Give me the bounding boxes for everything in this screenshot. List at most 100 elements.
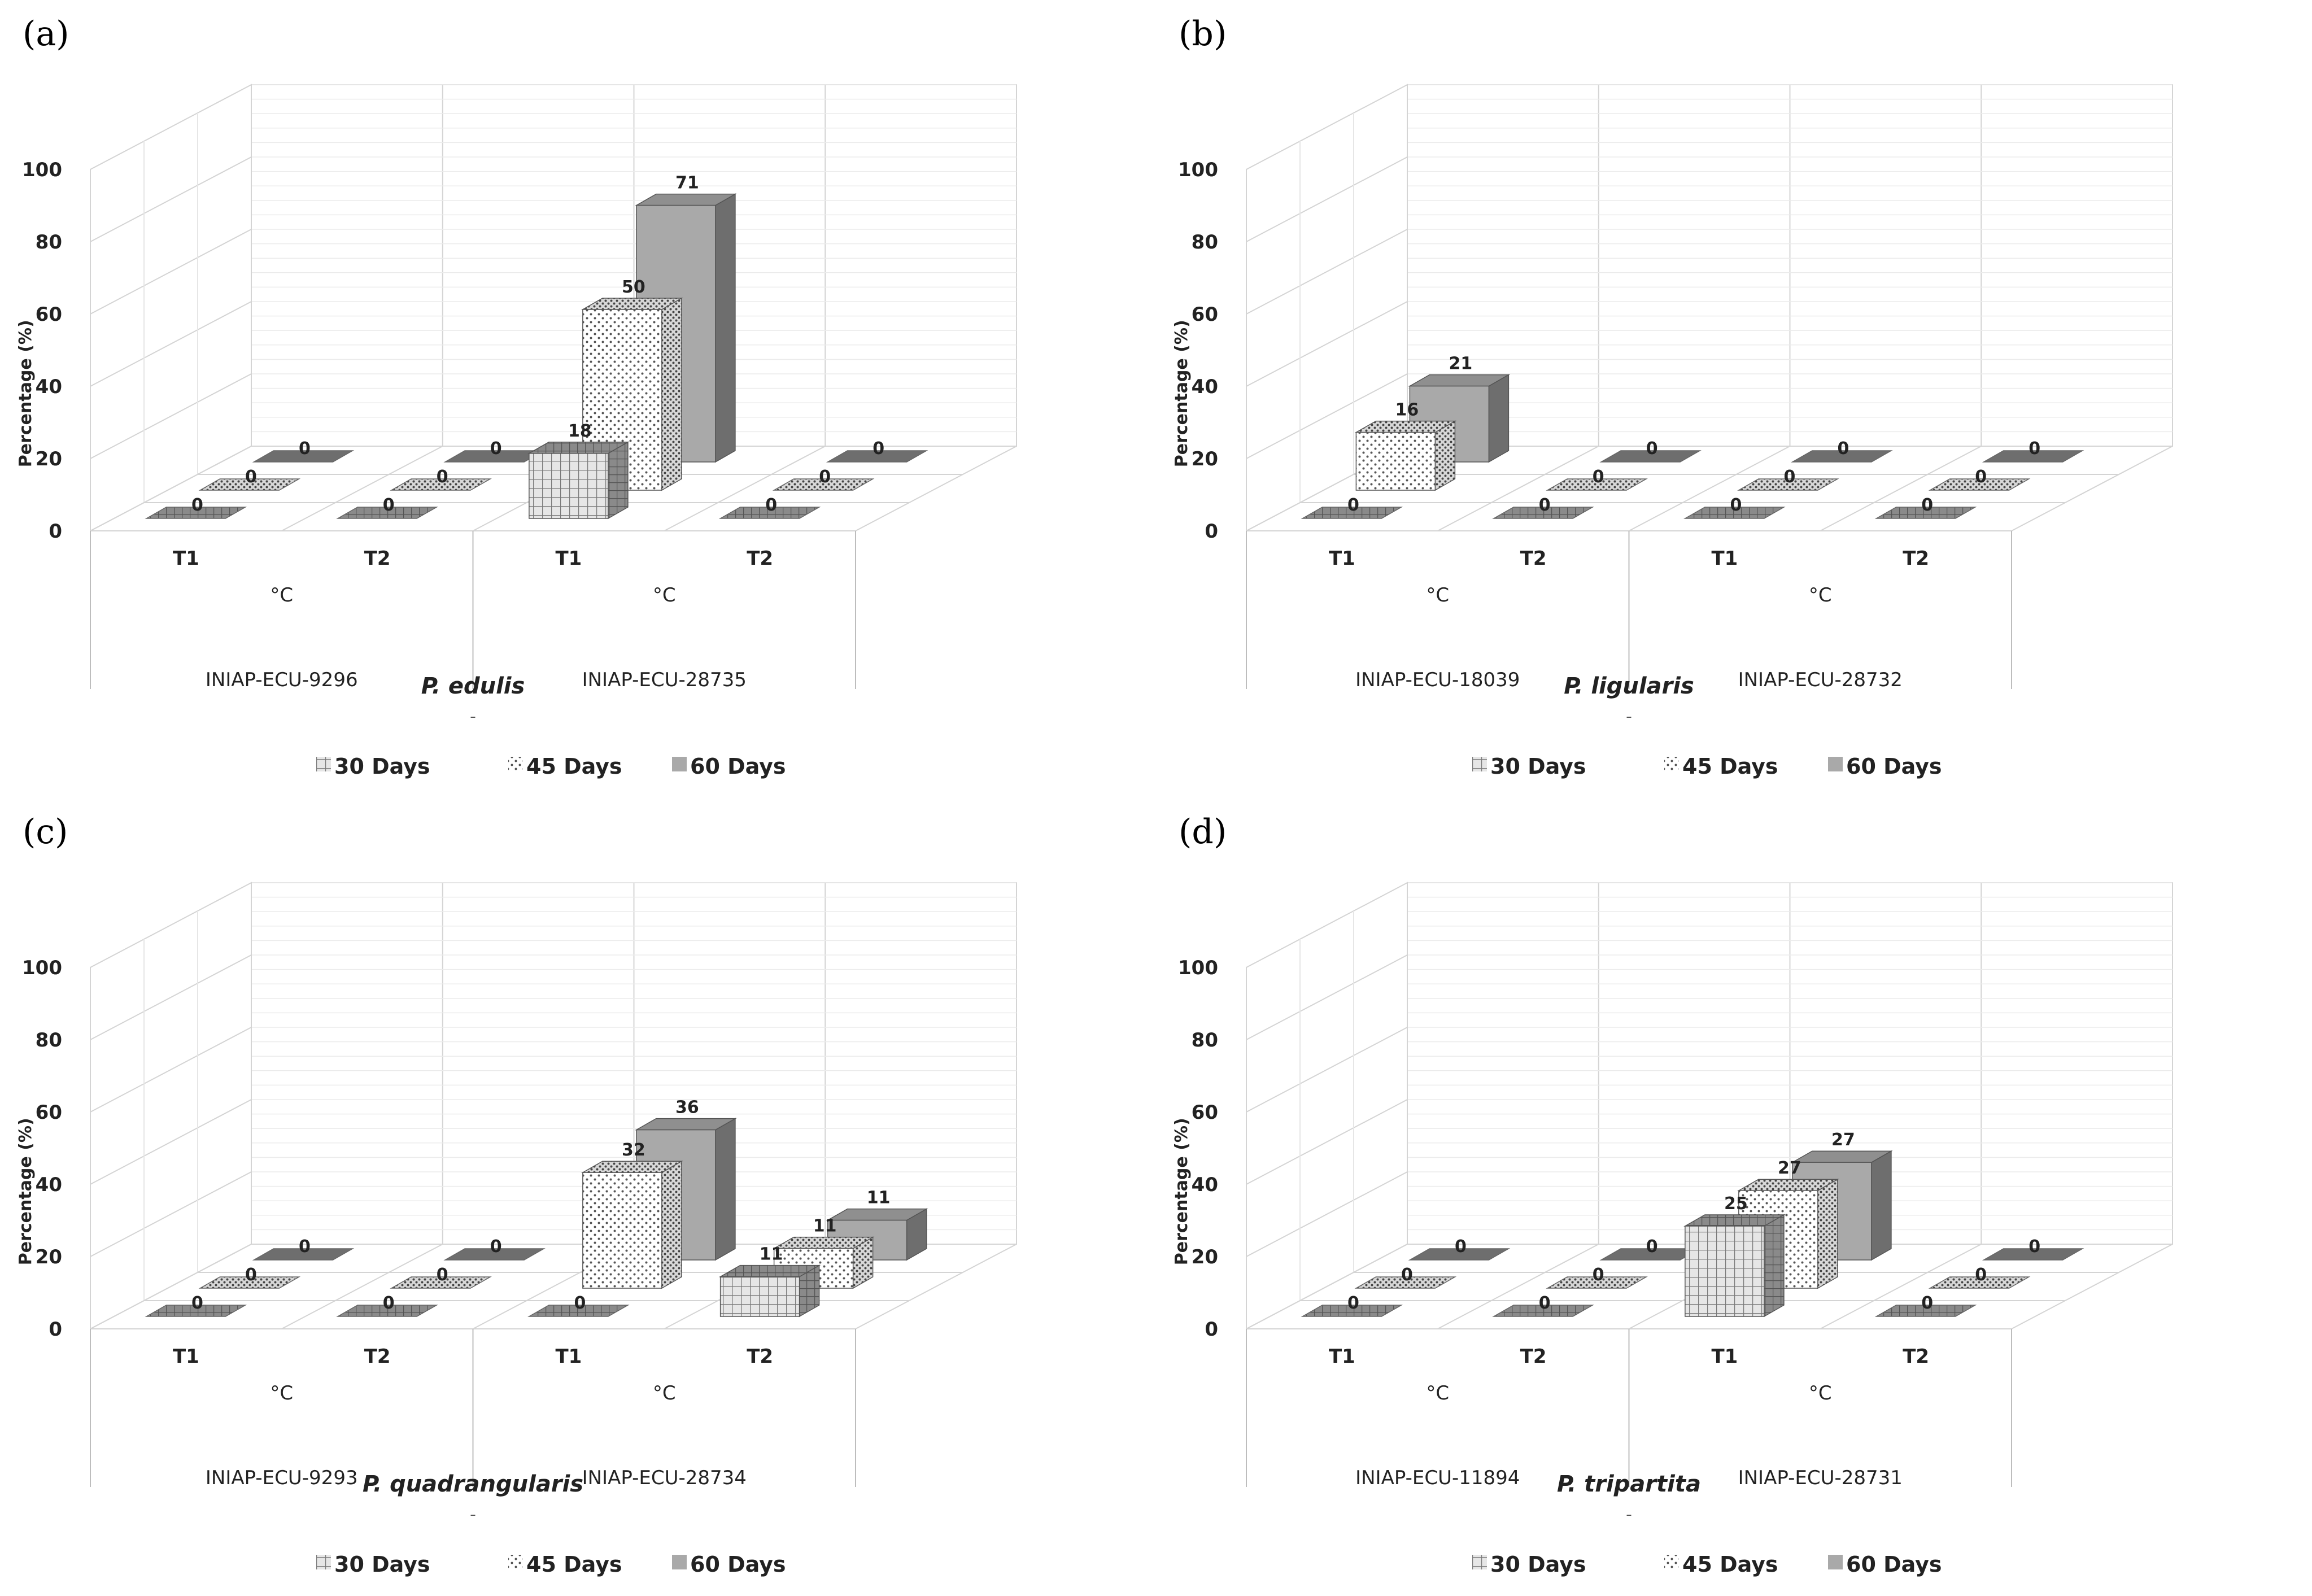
- flat-tile: [1408, 1248, 1511, 1261]
- legend-swatch: [316, 1555, 331, 1569]
- data-label: 0: [2029, 1237, 2040, 1257]
- bar-2-0: 0: [1408, 1237, 1511, 1261]
- bar-1-2: 0: [1737, 467, 1839, 491]
- legend-swatch: [672, 757, 687, 771]
- bar-0-2: 0: [1683, 495, 1786, 519]
- chart-panel-a: (a) 0 20 40 60 80 100 Percentage (%) 0 0 71 0 0 0 50 0 0…: [0, 0, 1156, 798]
- y-tick-label: 20: [1192, 448, 1218, 470]
- category-axis: T1 T2 T1 T2 °C INIAP-ECU-9293 °C INIAP-ECU-2873…: [90, 1329, 856, 1489]
- bar-0-1: 0: [336, 495, 438, 519]
- accession-label: INIAP-ECU-28731: [1738, 1467, 1903, 1489]
- data-label: 0: [1539, 1293, 1551, 1313]
- category-label: T1: [1329, 1345, 1355, 1368]
- data-label: 0: [2029, 439, 2040, 459]
- bar-2-0: 0: [252, 1237, 355, 1261]
- panel-label: (c): [23, 812, 68, 852]
- unit-label: °C: [1426, 584, 1449, 607]
- flat-tile: [1874, 507, 1977, 519]
- bar-front: [529, 453, 609, 519]
- bar-1-3: 0: [772, 467, 875, 491]
- legend-label: 30 Days: [334, 754, 430, 779]
- bar-side: [661, 297, 682, 491]
- data-label: 0: [1401, 1265, 1413, 1285]
- flat-tile: [527, 1305, 630, 1317]
- accession-label: INIAP-ECU-9293: [206, 1467, 358, 1489]
- legend-swatch: [672, 1555, 687, 1569]
- bar-0-1: 0: [336, 1293, 438, 1317]
- legend-label: 45 Days: [1682, 754, 1778, 779]
- legend-label: 45 Days: [526, 1552, 622, 1577]
- legend-swatch: [1828, 757, 1843, 771]
- y-tick-label: 0: [1205, 520, 1218, 543]
- bar-front: [1355, 431, 1436, 491]
- category-label: T1: [1711, 1345, 1738, 1368]
- accession-label: INIAP-ECU-28734: [582, 1467, 747, 1489]
- y-tick-label: 60: [36, 303, 62, 326]
- flat-tile: [1928, 1276, 2031, 1289]
- data-label: 0: [873, 439, 884, 459]
- bar-0-3: 0: [718, 495, 821, 519]
- data-label: 0: [299, 1237, 311, 1257]
- data-label: 0: [1975, 1265, 1987, 1285]
- data-label: 0: [765, 495, 777, 515]
- unit-label: °C: [1809, 1382, 1832, 1405]
- bar-2-3: 0: [1982, 1237, 2084, 1261]
- bar-side: [1434, 420, 1456, 491]
- data-label: 0: [383, 1293, 395, 1313]
- data-label: 0: [1730, 495, 1742, 515]
- bar-1-1: 0: [1546, 467, 1648, 491]
- data-label: 0: [1646, 1237, 1658, 1257]
- y-tick-label: 40: [36, 1174, 62, 1196]
- data-label: 11: [813, 1216, 837, 1236]
- data-label: 0: [490, 439, 502, 459]
- flat-tile: [198, 1276, 301, 1289]
- bar-0-1: 0: [1492, 1293, 1594, 1317]
- category-label: T2: [747, 547, 773, 570]
- species-label: P. edulis: [421, 673, 525, 699]
- accession-label: INIAP-ECU-11894: [1355, 1467, 1520, 1489]
- legend-swatch: [1828, 1555, 1843, 1569]
- data-label: 0: [245, 467, 257, 487]
- chart-svg: (c) 0 20 40 60 80 100 Percentage (%) 0 0 36 11 0 0 32 1…: [16, 812, 1017, 1577]
- data-label: 36: [675, 1098, 699, 1118]
- y-axis: 0 20 40 60 80 100: [22, 159, 62, 543]
- flat-tile: [252, 450, 355, 463]
- y-tick-label: 20: [36, 1246, 62, 1268]
- y-axis-title: Percentage (%): [16, 320, 36, 467]
- y-tick-label: 80: [36, 231, 62, 254]
- legend-label: 45 Days: [526, 754, 622, 779]
- chart-panel-b: (b) 0 20 40 60 80 100 Percentage (%) 21 0 0 0 16 0 0 0 0…: [1156, 0, 2312, 798]
- flat-tile: [1982, 1248, 2084, 1261]
- flat-tile: [390, 1276, 492, 1289]
- species-label: P. ligularis: [1564, 673, 1694, 699]
- flat-tile: [1737, 478, 1839, 491]
- panel-label: (b): [1179, 14, 1227, 54]
- legend-swatch: [316, 757, 331, 771]
- data-label: 32: [622, 1140, 645, 1160]
- category-label: T1: [555, 1345, 582, 1368]
- data-label: 0: [1837, 439, 1849, 459]
- flat-tile: [390, 478, 492, 491]
- category-axis: T1 T2 T1 T2 °C INIAP-ECU-9296 °C INIAP-ECU-2873…: [90, 531, 856, 691]
- y-tick-label: 100: [22, 159, 62, 181]
- legend: 30 Days 45 Days 60 Days: [316, 754, 786, 779]
- y-axis-title: Percentage (%): [1172, 320, 1192, 467]
- flat-tile: [1791, 450, 1893, 463]
- bar-2-0: 0: [252, 439, 355, 463]
- data-label: 50: [622, 277, 645, 297]
- bar-side: [608, 441, 629, 520]
- category-label: T1: [173, 1345, 199, 1368]
- legend-swatch: [1664, 757, 1679, 771]
- data-label: 71: [675, 173, 699, 193]
- data-label: 0: [437, 1265, 448, 1285]
- data-label: 0: [1921, 495, 1933, 515]
- data-label: 0: [383, 495, 395, 515]
- y-axis: 0 20 40 60 80 100: [22, 957, 62, 1341]
- legend-label: 30 Days: [1490, 754, 1586, 779]
- flat-tile: [145, 507, 247, 519]
- accession-label: INIAP-ECU-9296: [206, 669, 358, 691]
- data-label: 0: [1975, 467, 1987, 487]
- unit-label: °C: [1809, 584, 1832, 607]
- data-label: 25: [1724, 1194, 1748, 1214]
- flat-tile: [1354, 1276, 1457, 1289]
